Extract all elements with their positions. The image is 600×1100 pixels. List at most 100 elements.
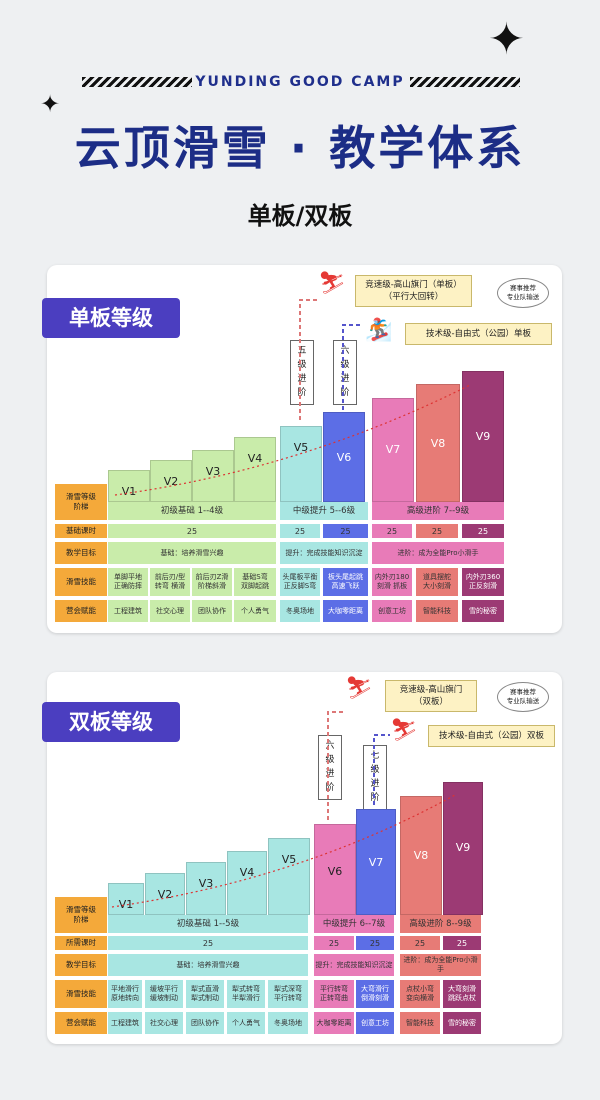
bar-v3: V3 [192, 450, 234, 502]
skill-3: 前后刃Z滑 阶梯斜滑 [192, 568, 232, 596]
skill-2: 前后刃/型 转弯 横滑 [150, 568, 190, 596]
star-icon-right: ✦ [488, 14, 525, 65]
bar-v2: V2 [145, 873, 185, 915]
intermediate-range: 中级提升 6--7级 [314, 915, 394, 933]
row-label-skill: 滑雪技能 [55, 568, 107, 596]
row-label-hours: 所需课时 [55, 936, 107, 950]
bar-v6: V6 [323, 412, 365, 502]
ski-tag: 双板等级 [42, 702, 180, 742]
step-label-a: 六 级 进 阶 [325, 741, 335, 793]
hours-v7: 25 [372, 524, 412, 538]
empower-2: 社交心理 [145, 1012, 183, 1034]
skill-9: 大弯刻滑 跳跃点杖 [443, 980, 481, 1008]
empower-8: 智能科技 [400, 1012, 440, 1034]
empower-1: 工程建筑 [108, 1012, 142, 1034]
beginner-range: 初级基础 1--5级 [108, 915, 308, 933]
bar-v2: V2 [150, 460, 192, 502]
empower-9: 雪的秘密 [443, 1012, 481, 1034]
stripe-decoration-right [410, 77, 520, 87]
hours-v9: 25 [443, 936, 481, 950]
stripe-decoration-left [82, 77, 192, 87]
freestyle-label: 技术级-自由式（公园）单板 [425, 329, 532, 339]
snowboarder-icon: 🏂 [365, 318, 393, 343]
beginner-range: 初级基础 1--4级 [108, 502, 276, 520]
bar-v8: V8 [400, 796, 442, 915]
step-box-b: 七 级 进 阶 [363, 745, 387, 810]
skill-1: 平地滑行 原地转向 [108, 980, 142, 1008]
row-label-goal: 教学目标 [55, 542, 107, 564]
goal-mid: 提升：完成技能知识沉淀 [314, 954, 394, 976]
page-title: 云顶滑雪 · 教学体系 [74, 121, 526, 175]
freestyle-label: 技术级-自由式（公园）双板 [438, 731, 545, 741]
bar-v9: V9 [462, 371, 504, 502]
skill-7: 内外刃180 刻滑 抓板 [372, 568, 412, 596]
skier-icon-2: ⛷ [390, 718, 418, 743]
step-label-b: 七 级 进 阶 [370, 751, 380, 803]
empower-6: 大咖零距离 [314, 1012, 354, 1034]
hours-v8: 25 [400, 936, 440, 950]
step-label-b: 六 级 进 阶 [340, 346, 350, 398]
hours-beginner: 25 [108, 936, 308, 950]
empower-2: 社交心理 [150, 600, 190, 622]
bar-v4: V4 [234, 437, 276, 502]
snowboard-tag: 单板等级 [42, 298, 180, 338]
row-label-empower: 营会赋能 [55, 1012, 107, 1034]
row-label-empower: 营会赋能 [55, 600, 107, 622]
advanced-range: 高级进阶 8--9级 [400, 915, 481, 933]
skill-6: 板头尾起跳 高速飞跃 [323, 568, 368, 596]
hours-v6: 25 [323, 524, 368, 538]
bar-v5: V5 [280, 426, 322, 502]
hours-v8: 25 [416, 524, 458, 538]
hours-v7: 25 [356, 936, 394, 950]
skill-2: 缓坡平行 缓坡制动 [145, 980, 183, 1008]
skill-5: 头尾板平衡 正反脚S弯 [280, 568, 320, 596]
empower-8: 智能科技 [416, 600, 458, 622]
advanced-range: 高级进阶 7--9级 [372, 502, 504, 520]
step-label-a: 五 级 进 阶 [297, 346, 307, 398]
row-label-hours: 基础课时 [55, 524, 107, 538]
bar-v6: V6 [314, 824, 356, 915]
row-label-ladder: 滑雪等级 阶梯 [55, 484, 107, 520]
page-subtitle: 单板/双板 [247, 202, 353, 230]
goal-mid: 提升：完成技能知识沉淀 [280, 542, 368, 564]
goal-basic: 基础：培养滑雪兴趣 [108, 542, 276, 564]
empower-3: 团队协作 [192, 600, 232, 622]
recommend-label: 赛事推荐 专业队输送 [506, 284, 540, 301]
skill-8: 点杖小弯 变向横滑 [400, 980, 440, 1008]
bar-v4: V4 [227, 851, 267, 915]
freestyle-box: 技术级-自由式（公园）双板 [428, 725, 555, 747]
empower-7: 创意工坊 [356, 1012, 394, 1034]
bar-v7: V7 [356, 809, 396, 915]
skill-5: 犁式深弯 平行转弯 [268, 980, 308, 1008]
empower-7: 创意工坊 [372, 600, 412, 622]
empower-5: 冬奥场地 [280, 600, 320, 622]
bar-v3: V3 [186, 862, 226, 915]
skill-1: 单脚平地 正确防摔 [108, 568, 148, 596]
row-label-ladder: 滑雪等级 阶梯 [55, 897, 107, 933]
hours-v5: 25 [280, 524, 320, 538]
step-box-b: 六 级 进 阶 [333, 340, 357, 405]
empower-9: 雪的秘密 [462, 600, 504, 622]
competition-box: 竞速级-高山旗门（单板） （平行大回转） [355, 275, 472, 307]
recommend-label: 赛事推荐 专业队输送 [506, 688, 540, 705]
skill-6: 平行转弯 正转弯曲 [314, 980, 354, 1008]
hours-v9: 25 [462, 524, 504, 538]
row-label-skill: 滑雪技能 [55, 980, 107, 1008]
bar-v7: V7 [372, 398, 414, 502]
hours-beginner: 25 [108, 524, 276, 538]
bar-v1: V1 [108, 470, 150, 502]
empower-3: 团队协作 [186, 1012, 224, 1034]
empower-4: 个人勇气 [227, 1012, 265, 1034]
empower-1: 工程建筑 [108, 600, 148, 622]
empower-5: 冬奥场地 [268, 1012, 308, 1034]
step-box-a: 五 级 进 阶 [290, 340, 314, 405]
empower-6: 大咖零距离 [323, 600, 368, 622]
camp-name: YUNDING GOOD CAMP [195, 74, 405, 90]
competition-label: 竞速级-高山旗门（单板） （平行大回转） [365, 280, 462, 302]
hours-v6: 25 [314, 936, 354, 950]
row-label-goal: 教学目标 [55, 954, 107, 976]
bar-v9: V9 [443, 782, 483, 915]
star-icon-left: ✦ [40, 90, 61, 118]
empower-4: 个人勇气 [234, 600, 276, 622]
skier-icon: ⛷ [318, 271, 346, 296]
